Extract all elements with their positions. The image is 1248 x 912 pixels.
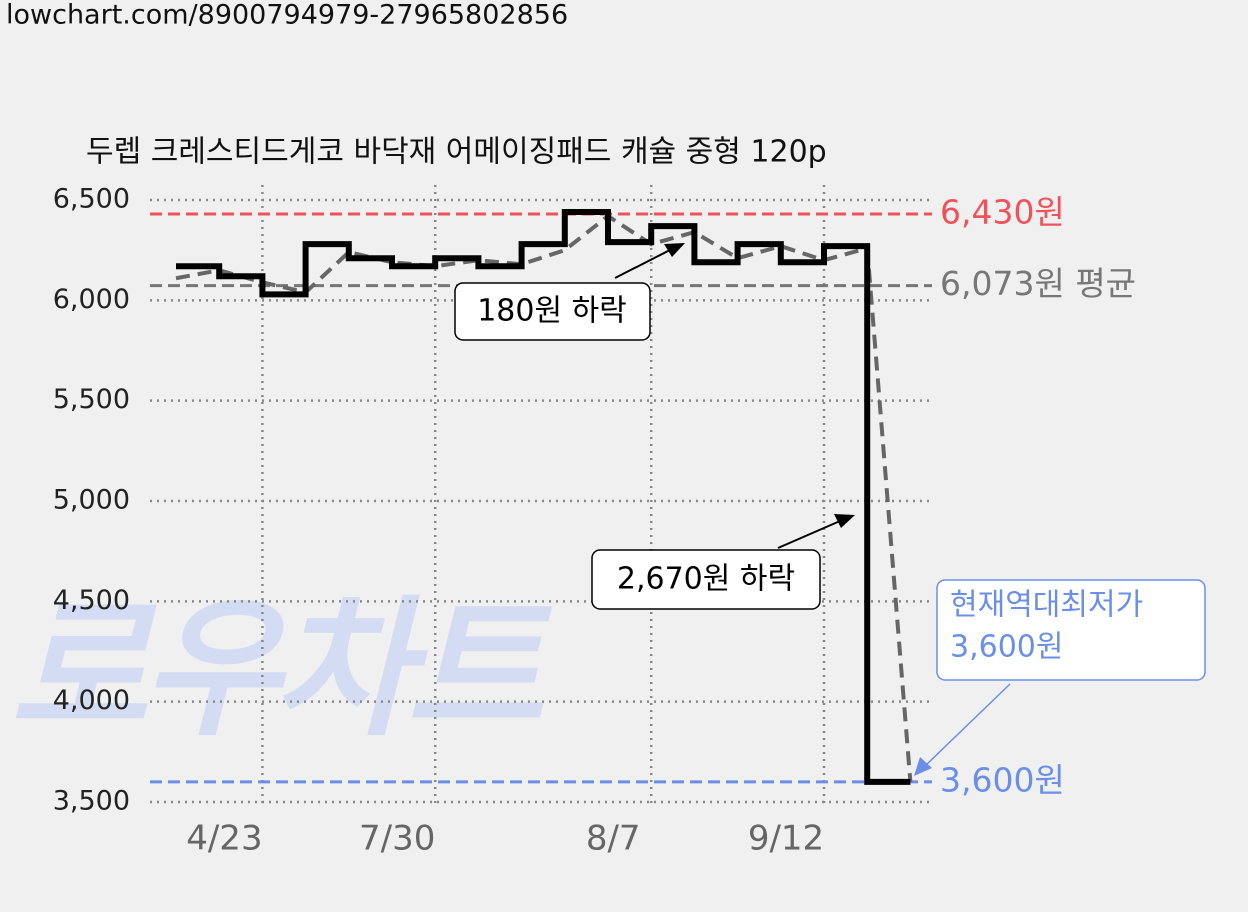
lowest-note-text: 현재역대최저가 [950,588,1143,623]
annotation-1: 180원 하락 [454,243,685,341]
y-tick-label: 4,000 [53,685,130,716]
chart-title: 두렙 크레스티드게코 바닥재 어메이징패드 캐슐 중형 120p [86,135,827,170]
annotation-2: 2,670원 하락 [591,514,855,610]
y-tick-label: 5,000 [53,485,130,516]
price-step-line [176,209,911,785]
annotation-text: 2,670원 하락 [617,562,795,597]
reference-label: 3,600원 [940,760,1065,799]
annotation-text: 180원 하락 [477,294,627,329]
x-tick-label: 7/30 [359,819,435,859]
watermark: 로우차트 [10,583,553,757]
y-tick-label: 5,500 [53,384,130,415]
y-tick-label: 6,500 [53,184,130,215]
x-tick-label: 9/12 [748,819,824,859]
lowest-note: 현재역대최저가 3,600원 [914,579,1206,776]
lowest-note-text: 3,600원 [950,630,1063,665]
price-trend-line [175,213,913,783]
x-tick-label: 8/7 [586,819,641,859]
y-tick-label: 6,000 [53,284,130,315]
url: lowchart.com/8900794979-27965802856 [6,0,568,31]
x-tick-label: 4/23 [186,819,262,859]
y-tick-label: 3,500 [53,786,130,817]
y-tick-label: 4,500 [53,585,130,616]
reference-label: 6,073원 평균 [940,264,1136,303]
reference-label: 6,430원 [940,193,1065,232]
